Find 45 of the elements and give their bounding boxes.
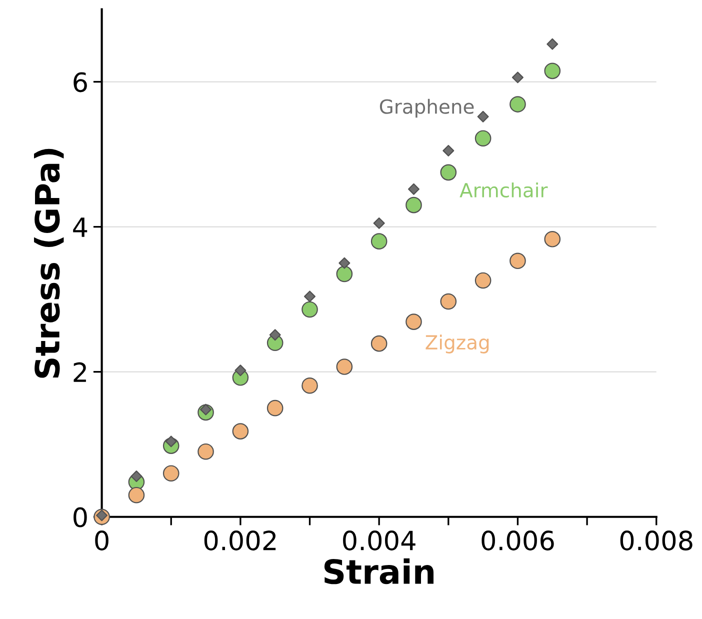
point <box>338 257 350 269</box>
point <box>302 301 318 318</box>
point <box>406 314 422 330</box>
point <box>474 272 492 289</box>
y-axis-title: Stress (GPa) <box>34 148 64 378</box>
point <box>232 423 249 440</box>
point <box>442 144 454 156</box>
point <box>302 377 318 394</box>
point <box>408 183 420 195</box>
series-label: Zigzag <box>426 334 489 354</box>
x-tick-label: 0 <box>95 530 108 550</box>
point <box>162 465 180 482</box>
point <box>269 329 281 341</box>
point <box>477 110 489 122</box>
point <box>474 130 492 147</box>
point <box>546 38 558 50</box>
y-tick-label: 0 <box>74 507 87 528</box>
point <box>512 72 524 84</box>
x-tick-label: 0.004 <box>343 530 416 550</box>
series-label: Armchair <box>460 182 548 198</box>
x-tick-label: 0.002 <box>204 530 276 550</box>
point <box>373 217 385 229</box>
y-tick-label: 4 <box>73 218 88 237</box>
point <box>336 266 353 282</box>
x-axis-title: Strain <box>324 558 434 584</box>
point <box>510 252 526 270</box>
series-label: Graphene <box>380 98 474 118</box>
y-tick-label: 6 <box>74 72 87 92</box>
point <box>234 364 246 376</box>
point <box>370 233 388 250</box>
point <box>128 486 145 504</box>
point <box>336 358 353 375</box>
point <box>510 96 526 112</box>
point <box>406 196 422 214</box>
y-tick-label: 2 <box>74 362 86 382</box>
point <box>266 400 284 416</box>
point <box>440 293 457 310</box>
point <box>544 230 561 248</box>
x-tick-label: 0.006 <box>482 530 554 550</box>
point <box>304 290 316 302</box>
point <box>440 164 457 181</box>
point <box>198 443 214 460</box>
point <box>544 62 561 80</box>
point <box>370 335 388 352</box>
x-tick-label: 0.008 <box>620 530 692 550</box>
